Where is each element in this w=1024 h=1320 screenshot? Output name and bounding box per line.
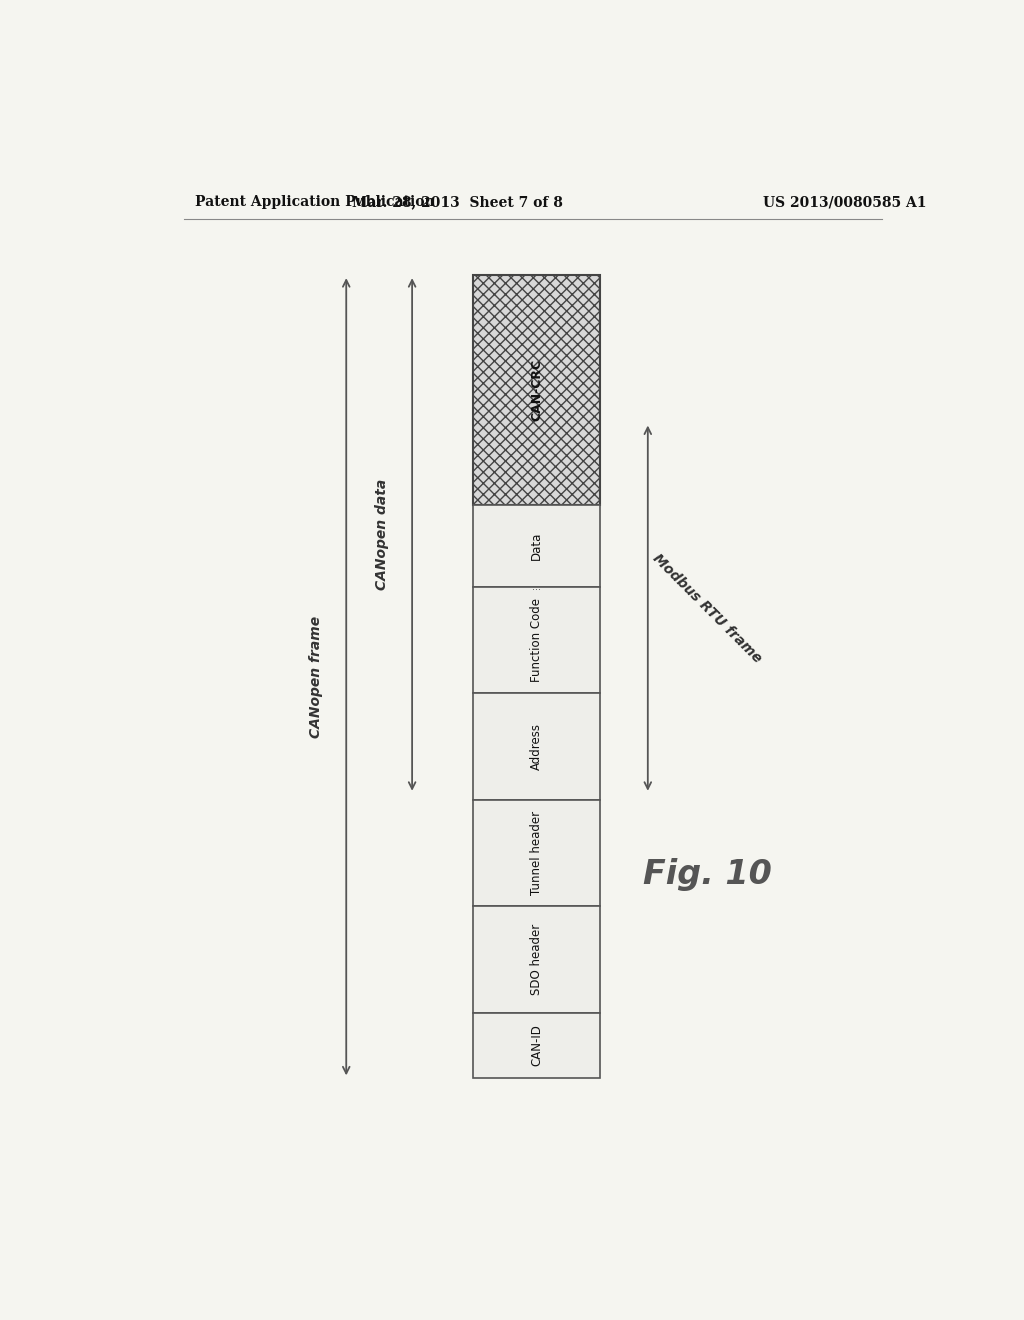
Bar <box>473 1012 600 1078</box>
Text: CANopen data: CANopen data <box>375 479 389 590</box>
Bar <box>473 906 600 1012</box>
Text: ...: ... <box>532 582 542 591</box>
Text: Mar. 28, 2013  Sheet 7 of 8: Mar. 28, 2013 Sheet 7 of 8 <box>352 195 563 209</box>
Text: SDO header: SDO header <box>530 924 543 995</box>
Bar <box>473 504 600 586</box>
Bar <box>473 586 600 693</box>
Text: Modbus RTU frame: Modbus RTU frame <box>650 550 765 665</box>
Bar <box>473 693 600 800</box>
Text: Function Code: Function Code <box>530 598 543 682</box>
Text: Data: Data <box>530 532 543 560</box>
Text: US 2013/0080585 A1: US 2013/0080585 A1 <box>763 195 927 209</box>
Text: CANopen frame: CANopen frame <box>309 615 324 738</box>
Text: Fig. 10: Fig. 10 <box>643 858 772 891</box>
Text: Patent Application Publication: Patent Application Publication <box>196 195 435 209</box>
Text: CAN-ID: CAN-ID <box>530 1024 543 1067</box>
Text: Tunnel header: Tunnel header <box>530 810 543 895</box>
Bar <box>473 800 600 906</box>
Text: CAN-CRC: CAN-CRC <box>530 359 543 421</box>
Text: Address: Address <box>530 723 543 770</box>
Bar <box>473 276 600 504</box>
